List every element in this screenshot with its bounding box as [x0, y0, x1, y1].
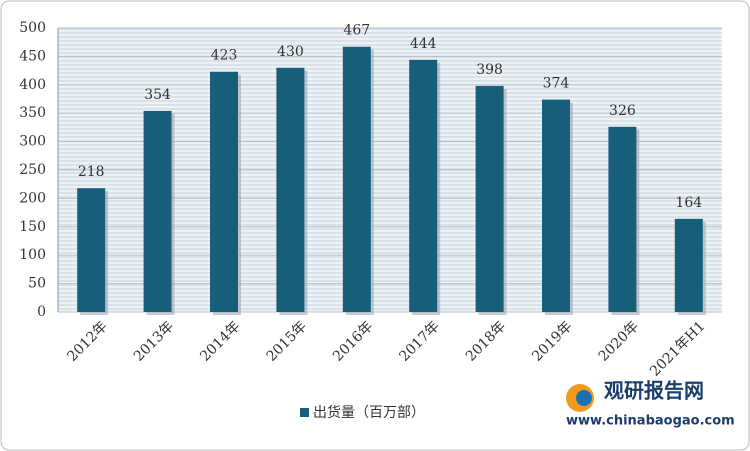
bar — [409, 59, 438, 312]
value-label: 467 — [343, 23, 370, 39]
bar — [210, 71, 238, 313]
value-label: 218 — [78, 164, 105, 180]
value-label: 398 — [476, 62, 503, 78]
bar — [674, 218, 703, 312]
y-tick-label: 250 — [19, 162, 46, 178]
watermark-name: 观研报告网 — [604, 379, 704, 403]
legend-swatch — [300, 408, 309, 417]
y-tick-label: 100 — [19, 247, 46, 263]
y-tick-label: 150 — [19, 219, 46, 235]
legend-label: 出货量（百万部） — [313, 404, 425, 421]
bar — [608, 126, 637, 312]
watermark-url: www.chinabaogao.com — [566, 414, 735, 429]
y-tick-label: 300 — [19, 134, 46, 150]
value-label: 326 — [609, 103, 636, 119]
y-tick-label: 400 — [19, 77, 46, 93]
value-label: 374 — [543, 76, 570, 92]
y-tick-label: 200 — [19, 190, 46, 206]
value-label: 444 — [410, 36, 437, 52]
value-label: 430 — [277, 44, 304, 60]
y-tick-label: 450 — [19, 48, 46, 64]
bar — [143, 110, 172, 312]
y-tick-label: 50 — [28, 276, 46, 292]
watermark: 观研报告网 www.chinabaogao.com — [566, 379, 735, 429]
bar — [276, 67, 305, 312]
bar — [475, 85, 504, 312]
value-label: 354 — [144, 87, 171, 103]
bar — [542, 99, 570, 313]
y-tick-label: 350 — [19, 105, 46, 121]
bar — [77, 188, 106, 312]
value-label: 164 — [675, 195, 702, 211]
value-label: 423 — [211, 48, 238, 64]
y-tick-label: 500 — [19, 20, 46, 36]
bar — [342, 46, 371, 313]
y-tick-label: 0 — [37, 304, 46, 320]
